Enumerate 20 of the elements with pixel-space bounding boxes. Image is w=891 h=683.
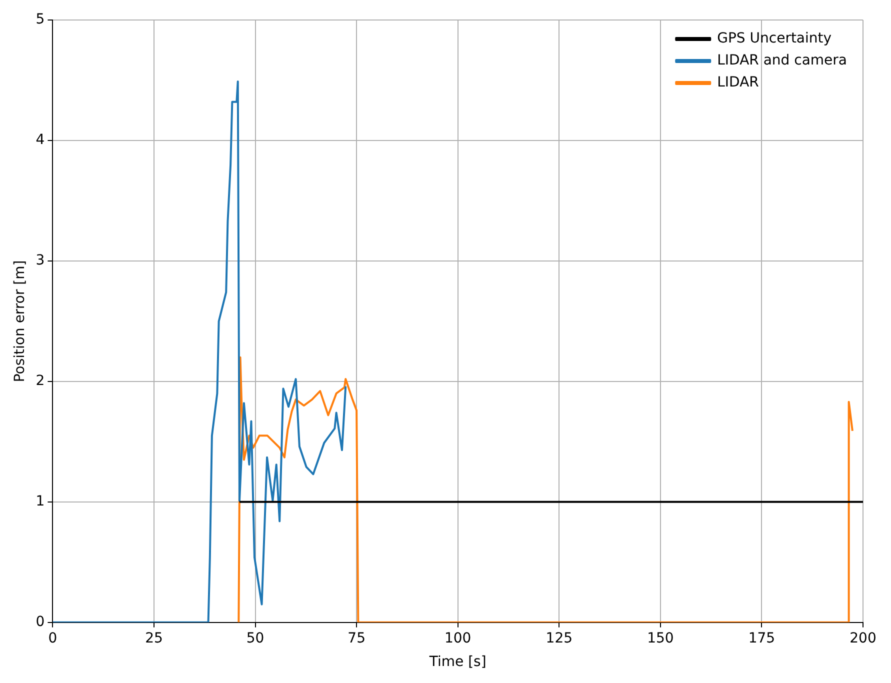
x-tick-label: 150 (647, 630, 674, 646)
x-tick-label: 75 (348, 630, 366, 646)
y-tick-label: 3 (36, 252, 45, 269)
x-tick-label: 200 (850, 630, 876, 646)
legend-label: GPS Uncertainty (717, 30, 832, 47)
y-tick-label: 5 (36, 12, 45, 28)
y-axis-title: Position error [m] (12, 260, 28, 382)
x-tick-label: 175 (748, 630, 776, 646)
legend-label: LIDAR (717, 74, 760, 91)
x-tick-label: 0 (48, 630, 58, 646)
legend-label: LIDAR and camera (717, 52, 848, 69)
x-tick-label: 100 (444, 630, 472, 646)
y-tick-label: 1 (36, 494, 45, 510)
x-tick-label: 125 (546, 630, 573, 646)
x-tick-label: 25 (145, 630, 163, 646)
y-tick-label: 4 (36, 132, 45, 148)
x-tick-label: 50 (246, 630, 264, 646)
x-axis-title: Time [s] (428, 654, 486, 670)
y-tick-label: 2 (36, 373, 45, 390)
y-tick-label: 0 (36, 614, 45, 630)
